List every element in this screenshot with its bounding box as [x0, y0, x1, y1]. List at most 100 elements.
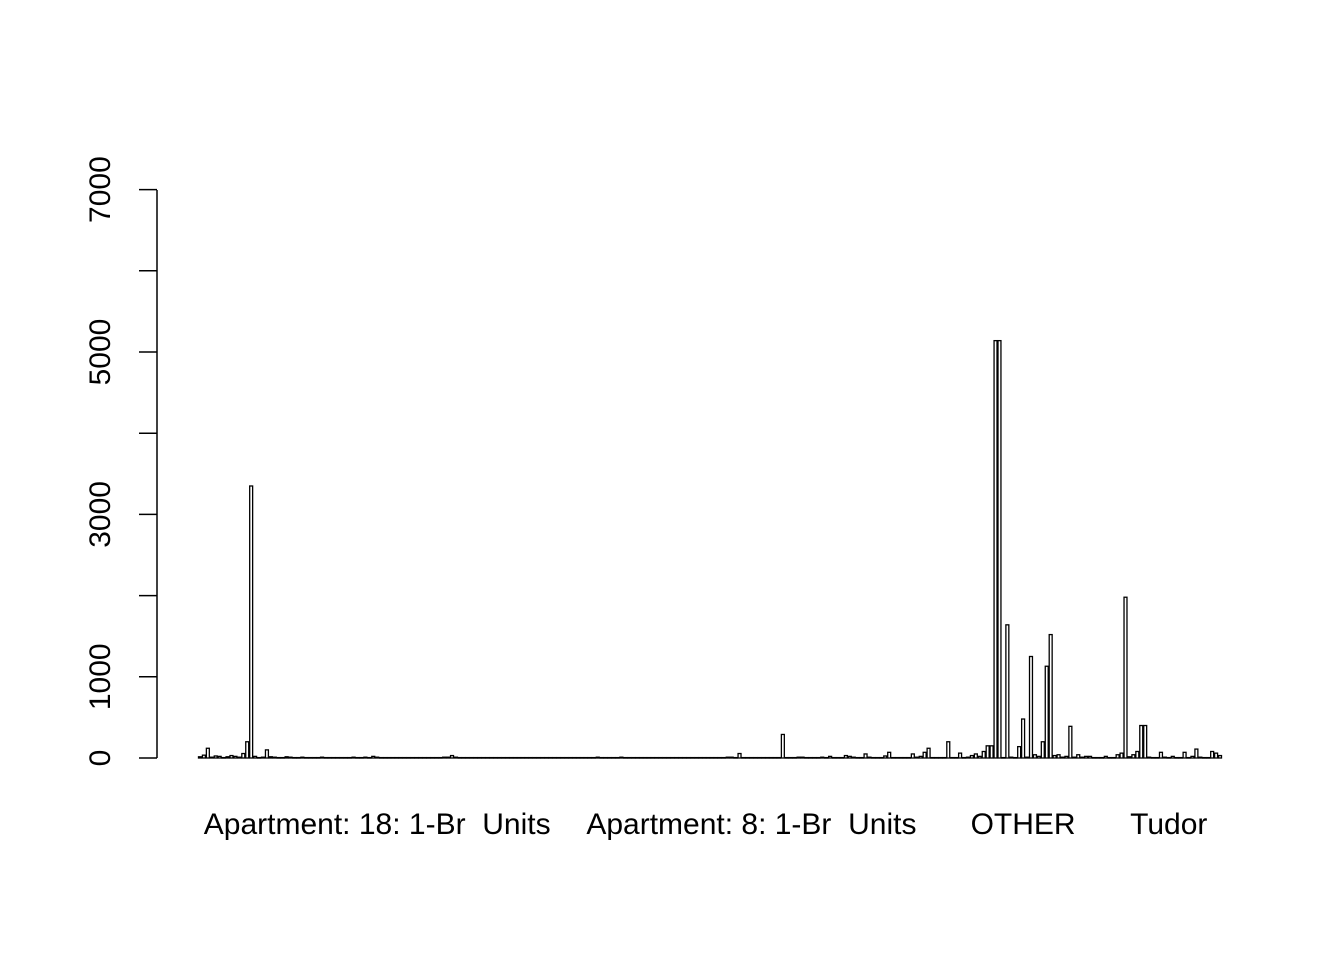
bar — [359, 756, 364, 759]
bar — [252, 755, 258, 759]
bar — [670, 756, 675, 759]
bar — [1056, 754, 1061, 759]
bar — [233, 755, 238, 759]
bar — [662, 756, 667, 759]
bar — [1032, 754, 1038, 759]
x-tick-label: Tudor — [1130, 808, 1207, 841]
bar — [1052, 754, 1057, 759]
bar — [631, 756, 636, 759]
bar — [371, 755, 376, 759]
bar — [1170, 755, 1175, 759]
bar — [1115, 754, 1120, 759]
bar — [1048, 633, 1053, 759]
bar — [839, 756, 845, 759]
bar — [205, 747, 210, 759]
bar — [477, 756, 482, 759]
bar — [977, 755, 982, 759]
bar — [1107, 756, 1112, 759]
x-tick-label: Apartment: 8: 1-Br Units — [586, 808, 916, 841]
bar — [1158, 751, 1164, 759]
bar — [335, 756, 340, 759]
bar — [761, 756, 766, 759]
bar — [757, 756, 762, 759]
bar — [741, 756, 746, 759]
bar — [1103, 755, 1108, 759]
bar — [201, 754, 207, 759]
bar — [493, 756, 498, 759]
bar — [473, 756, 478, 759]
bar — [449, 754, 455, 759]
bar — [1024, 756, 1030, 759]
bar — [599, 756, 604, 759]
bar — [386, 756, 392, 759]
bar — [268, 756, 273, 759]
bar — [308, 756, 313, 759]
bar — [351, 756, 356, 759]
bar — [796, 756, 801, 759]
bar — [891, 756, 896, 759]
bar — [548, 756, 553, 759]
bar — [926, 747, 931, 759]
y-tick-label: 1000 — [84, 643, 117, 710]
bar — [623, 756, 628, 759]
bar — [410, 756, 415, 759]
bar — [461, 756, 466, 759]
x-axis-labels: Apartment: 18: 1-Br Units Apartment: 8: 1… — [204, 808, 1208, 841]
bar — [875, 756, 880, 759]
bar — [256, 756, 262, 759]
bar — [784, 756, 789, 759]
bar — [520, 756, 526, 759]
bar — [418, 756, 423, 759]
bar — [505, 756, 510, 759]
bar — [1190, 755, 1195, 759]
bar — [985, 745, 990, 759]
bar — [804, 756, 809, 759]
bar — [1028, 655, 1034, 759]
bar — [930, 756, 935, 759]
bar — [1060, 756, 1065, 759]
x-tick-label: OTHER — [971, 808, 1076, 841]
bar — [1127, 756, 1132, 759]
bar — [1154, 756, 1160, 759]
bar — [1095, 756, 1101, 759]
bar — [1123, 596, 1128, 759]
bar — [938, 756, 943, 759]
bar — [430, 756, 435, 759]
bar — [619, 756, 624, 759]
bar — [1040, 741, 1045, 759]
bar — [481, 756, 486, 759]
bar — [414, 756, 419, 759]
bar — [1068, 725, 1073, 759]
bar — [501, 756, 506, 759]
bar — [1174, 756, 1179, 759]
bar — [918, 755, 923, 759]
bar — [1087, 755, 1093, 759]
bar — [674, 756, 679, 759]
bar — [213, 755, 218, 759]
bar — [1178, 756, 1183, 759]
bar — [973, 753, 978, 759]
bar — [997, 339, 1002, 759]
bar — [1131, 754, 1136, 759]
bar — [217, 755, 222, 759]
bar — [969, 754, 975, 759]
bar — [961, 756, 967, 759]
bar — [564, 756, 569, 759]
bar — [327, 756, 333, 759]
bar — [276, 756, 281, 759]
bar — [453, 756, 459, 759]
bar — [863, 753, 868, 759]
bar — [355, 756, 360, 759]
bar — [434, 756, 439, 759]
bar — [902, 756, 908, 759]
bar — [946, 741, 951, 759]
bar — [1147, 756, 1152, 759]
bar — [1084, 755, 1089, 759]
bar — [843, 754, 849, 759]
y-tick-label: 7000 — [84, 156, 117, 223]
bar — [835, 756, 841, 759]
bar — [851, 756, 856, 759]
bar — [658, 756, 663, 759]
bar — [792, 756, 797, 759]
